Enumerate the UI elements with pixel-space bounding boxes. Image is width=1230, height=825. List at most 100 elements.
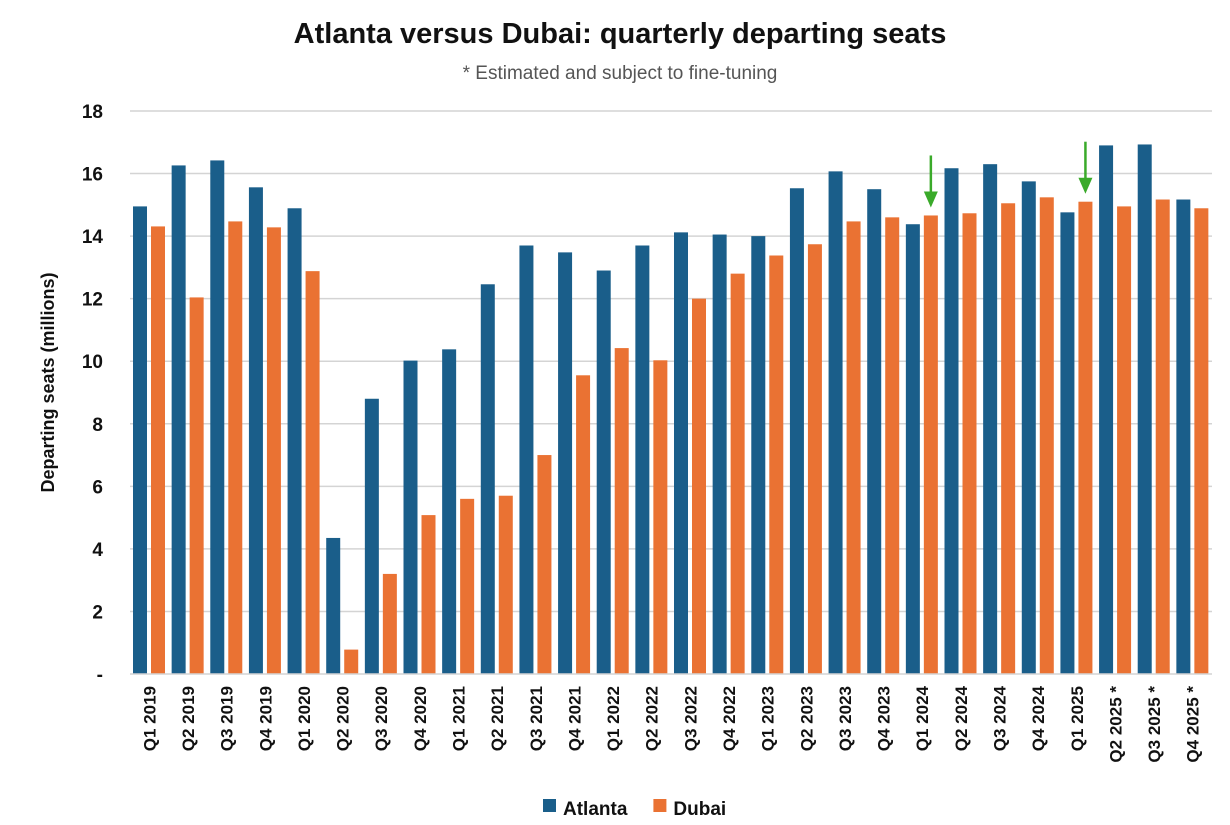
bar-atlanta <box>1060 212 1075 674</box>
bar-dubai <box>266 227 281 674</box>
bar-dubai <box>807 244 822 674</box>
bar-atlanta <box>1021 181 1036 674</box>
bar-atlanta <box>558 252 573 674</box>
y-tick-label: 16 <box>82 165 103 186</box>
bar-atlanta <box>519 245 534 674</box>
bar-dubai <box>537 455 552 674</box>
x-tick-label: Q4 2021 <box>565 686 584 751</box>
bar-atlanta <box>828 171 843 675</box>
legend-label-dubai: Dubai <box>673 799 726 820</box>
bar-dubai <box>1194 208 1209 674</box>
y-tick-label: 18 <box>82 102 103 123</box>
x-tick-label: Q2 2024 <box>952 685 971 751</box>
x-tick-label: Q2 2021 <box>488 686 507 751</box>
bar-dubai <box>962 213 977 675</box>
legend-label-atlanta: Atlanta <box>563 799 628 820</box>
y-tick-label: 14 <box>82 227 104 248</box>
bar-atlanta <box>480 284 495 674</box>
bar-atlanta <box>789 188 804 674</box>
bar-atlanta <box>248 187 263 674</box>
x-tick-label: Q3 2024 <box>990 685 1009 751</box>
bar-dubai <box>228 221 243 674</box>
x-tick-label: Q3 2025 * <box>1145 686 1164 763</box>
bar-dubai <box>382 573 397 674</box>
bar-dubai <box>498 495 513 674</box>
bar-atlanta <box>674 232 688 674</box>
arrow-annotation <box>1078 141 1093 194</box>
x-tick-label: Q3 2022 <box>681 686 700 751</box>
bar-atlanta <box>326 537 341 674</box>
bar-atlanta <box>983 164 998 674</box>
bar-dubai <box>923 215 938 674</box>
x-tick-label: Q3 2019 <box>218 686 237 751</box>
x-tick-label: Q3 2021 <box>527 686 546 751</box>
arrow-annotation <box>923 155 938 208</box>
x-tick-label: Q3 2020 <box>372 686 391 751</box>
bar-dubai <box>1078 201 1093 674</box>
x-tick-label: Q4 2022 <box>720 686 739 751</box>
bar-dubai <box>305 271 320 674</box>
chart-subtitle: * Estimated and subject to fine-tuning <box>462 63 778 84</box>
x-tick-label: Q1 2021 <box>449 686 468 751</box>
bar-dubai <box>151 226 165 675</box>
bar-dubai <box>1001 203 1016 674</box>
legend-swatch-dubai <box>653 799 667 812</box>
bar-atlanta <box>944 168 959 674</box>
bar-atlanta <box>133 206 147 674</box>
bar-dubai <box>730 273 745 674</box>
bar-dubai <box>344 649 359 674</box>
bar-atlanta <box>1099 145 1114 675</box>
y-tick-label: 4 <box>92 540 103 561</box>
x-tick-label: Q2 2020 <box>334 686 353 751</box>
bar-atlanta <box>1176 199 1191 674</box>
arrow-head-icon <box>1078 177 1093 194</box>
bar-dubai <box>769 255 784 674</box>
y-tick-label: 12 <box>82 290 103 311</box>
arrow-head-icon <box>923 191 938 208</box>
y-tick-label: 10 <box>82 352 103 373</box>
x-tick-label: Q2 2019 <box>179 686 198 751</box>
x-tick-label: Q1 2024 <box>913 685 932 751</box>
bar-dubai <box>576 375 591 674</box>
x-tick-label: Q4 2020 <box>411 686 430 751</box>
bar-atlanta <box>442 349 457 674</box>
x-tick-label: Q1 2022 <box>604 686 623 751</box>
y-tick-label: 8 <box>92 415 103 436</box>
x-tick-label: Q4 2024 <box>1029 685 1048 751</box>
bar-atlanta <box>596 270 611 674</box>
bar-atlanta <box>712 234 727 674</box>
x-tick-label: Q1 2020 <box>295 686 314 751</box>
y-tick-label: 2 <box>92 602 103 623</box>
bar-atlanta <box>751 236 766 674</box>
bar-dubai <box>1155 199 1170 674</box>
bar-atlanta <box>905 224 920 674</box>
y-tick-label: 6 <box>92 477 103 498</box>
y-tick-label: - <box>97 665 103 686</box>
bar-atlanta <box>1137 144 1152 674</box>
y-axis-label: Departing seats (millions) <box>38 272 58 492</box>
x-tick-label: Q1 2019 <box>140 686 159 751</box>
x-tick-label: Q3 2023 <box>836 686 855 751</box>
bar-dubai <box>189 297 204 674</box>
bar-atlanta <box>635 245 650 674</box>
bar-dubai <box>614 348 629 674</box>
bar-atlanta <box>171 165 186 674</box>
bar-atlanta <box>210 160 225 674</box>
x-tick-label: Q2 2022 <box>643 686 662 751</box>
chart-title: Atlanta versus Dubai: quarterly departin… <box>293 18 947 50</box>
x-tick-label: Q1 2023 <box>759 686 778 751</box>
bar-atlanta <box>364 398 379 674</box>
bar-dubai <box>1117 206 1132 674</box>
bar-dubai <box>1039 197 1054 674</box>
x-tick-label: Q4 2025 * <box>1184 686 1203 763</box>
x-tick-label: Q4 2019 <box>256 686 275 751</box>
x-tick-label: Q2 2023 <box>797 686 816 751</box>
legend-swatch-atlanta <box>543 799 556 812</box>
bar-atlanta <box>867 189 882 674</box>
bar-atlanta <box>403 360 418 674</box>
bar-dubai <box>692 298 706 674</box>
bar-dubai <box>421 515 436 674</box>
x-tick-label: Q2 2025 * <box>1106 686 1125 763</box>
bar-dubai <box>460 498 475 674</box>
